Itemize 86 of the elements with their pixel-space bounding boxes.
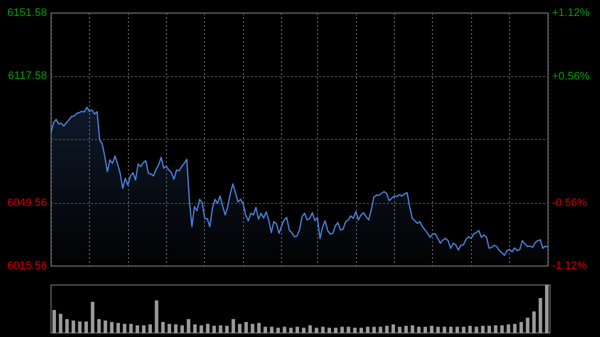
bar	[90, 302, 94, 333]
bar	[200, 325, 204, 333]
bar	[238, 324, 242, 333]
bar	[353, 328, 357, 333]
bar	[442, 326, 446, 333]
bar	[366, 326, 370, 333]
bar	[532, 311, 536, 333]
bar	[154, 300, 158, 333]
bar	[321, 326, 325, 333]
bar	[378, 326, 382, 333]
bar	[148, 324, 152, 333]
y-tick-label: 6151.58	[7, 7, 47, 19]
y-tick-label: 6117.58	[8, 70, 47, 82]
y2-tick-label: -0.56%	[552, 196, 588, 209]
bar	[468, 326, 472, 333]
bar	[455, 326, 459, 333]
bar	[417, 326, 421, 333]
bar	[116, 322, 120, 333]
bar	[282, 326, 286, 333]
bar	[423, 326, 428, 333]
bar	[244, 322, 248, 333]
bar	[436, 326, 440, 333]
bar	[487, 326, 491, 333]
y2-tick-label: +0.56%	[552, 70, 590, 82]
bar	[340, 326, 344, 333]
bar	[129, 324, 133, 333]
bar	[500, 325, 504, 333]
bar	[334, 328, 338, 333]
bar	[142, 325, 146, 333]
bar	[104, 320, 108, 333]
bar	[84, 321, 88, 333]
bar	[225, 326, 229, 333]
bar	[232, 319, 236, 333]
bar	[404, 326, 408, 333]
bar	[174, 324, 178, 333]
y-tick-label: 6015.56	[7, 260, 47, 272]
bar	[110, 322, 114, 333]
bar	[410, 325, 414, 333]
bar	[136, 325, 140, 333]
y2-tick-label: -1.12%	[552, 260, 588, 272]
bar	[526, 318, 530, 333]
bar	[360, 328, 364, 333]
bar	[462, 326, 466, 333]
bar	[372, 326, 376, 333]
bar	[58, 314, 62, 333]
bar	[161, 322, 165, 333]
bar	[506, 324, 510, 333]
bar	[52, 310, 56, 333]
bar	[494, 325, 498, 333]
bar	[78, 321, 82, 333]
bar	[449, 326, 453, 333]
bar	[398, 326, 402, 333]
bar	[180, 325, 184, 333]
bar	[65, 319, 69, 333]
bar	[218, 325, 222, 333]
bar	[264, 326, 268, 333]
bar	[314, 328, 318, 333]
bar	[276, 328, 280, 333]
bar	[474, 326, 478, 333]
bar	[97, 319, 101, 333]
bar	[538, 298, 542, 333]
bar	[302, 328, 306, 333]
bar	[430, 326, 434, 333]
bar	[481, 326, 485, 333]
bar	[72, 320, 76, 333]
bar	[513, 324, 517, 333]
bar	[328, 328, 332, 333]
bar	[519, 322, 523, 333]
bar	[308, 325, 312, 333]
y-tick-label: 6049.56	[7, 196, 47, 209]
bar	[186, 319, 190, 333]
bar	[545, 285, 549, 333]
bar	[168, 324, 172, 333]
bar	[257, 322, 261, 333]
bar	[289, 328, 293, 333]
bar	[206, 324, 210, 333]
bar	[193, 324, 197, 333]
bar	[212, 326, 216, 333]
bar	[346, 326, 350, 333]
bar	[270, 326, 274, 333]
bar	[296, 326, 300, 333]
bar	[250, 324, 254, 333]
y2-tick-label: +1.12%	[552, 7, 590, 19]
bar	[122, 324, 126, 333]
bar	[385, 326, 389, 333]
bar	[392, 324, 396, 333]
